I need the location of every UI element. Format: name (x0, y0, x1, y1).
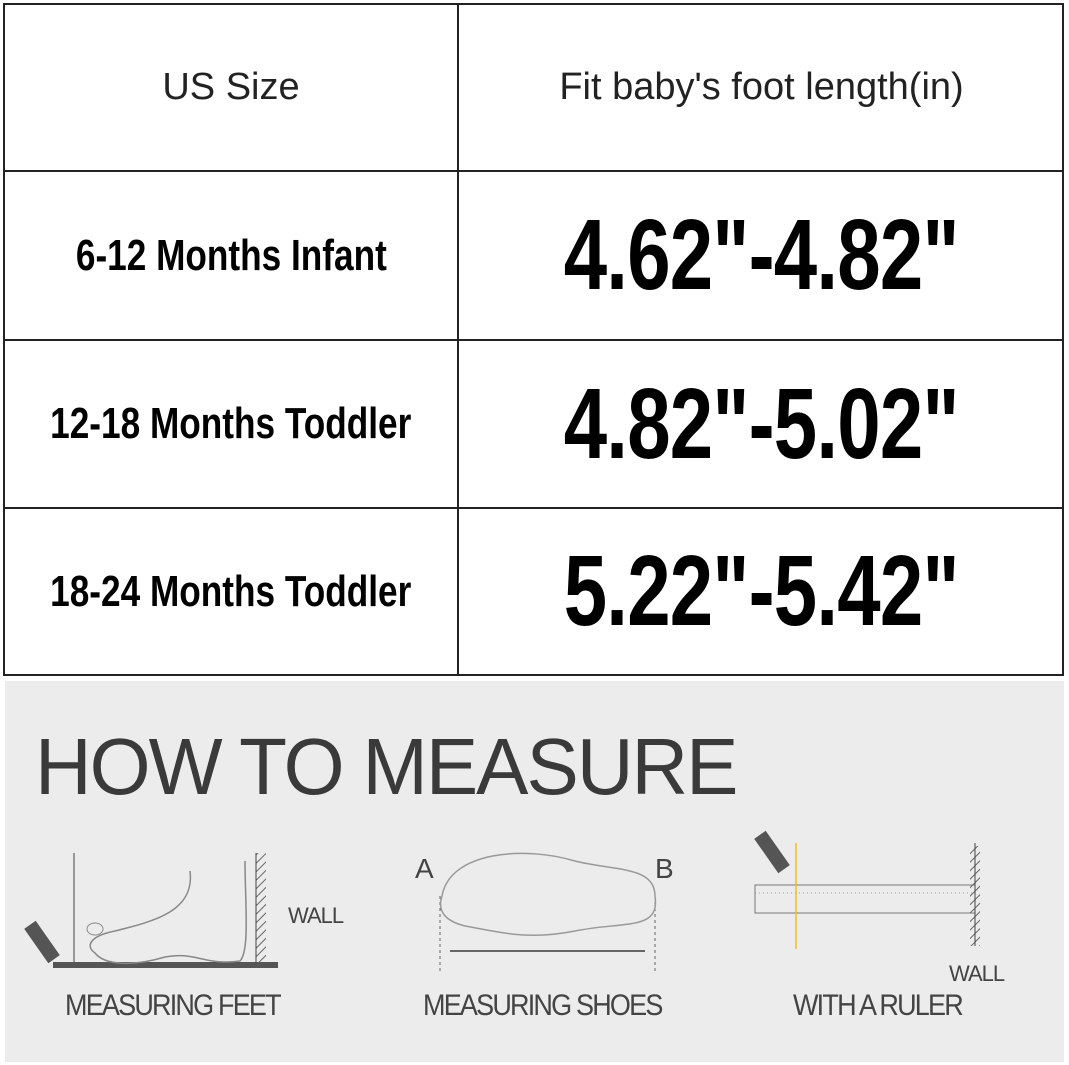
measure-illustrations (24, 830, 980, 971)
pencil-icon (754, 830, 790, 874)
foot-length-value: 4.82"-5.02" (563, 367, 960, 480)
point-a-label: A (415, 853, 434, 884)
size-label: 12-18 Months Toddler (50, 399, 412, 448)
table-row: 5.22"-5.42" (459, 509, 1064, 674)
ruler-illustration (754, 830, 980, 949)
table-row: 12-18 Months Toddler (5, 341, 457, 507)
table-row: 6-12 Months Infant (5, 172, 457, 339)
row-divider (5, 339, 1062, 341)
foot-length-value: 5.22"-5.42" (563, 535, 960, 647)
measuring-shoes-illustration (439, 852, 657, 971)
table-row: 18-24 Months Toddler (5, 509, 457, 674)
how-to-measure-panel: HOW TO MEASURE (5, 681, 1064, 1062)
header-cell: Fit baby's foot length(in) (459, 5, 1064, 170)
row-divider (5, 170, 1062, 172)
size-label: 6-12 Months Infant (75, 230, 387, 280)
pencil-icon (24, 920, 60, 964)
table-row: 4.82"-5.02" (459, 341, 1064, 507)
wall-label: WALL (949, 961, 1005, 986)
row-divider (5, 507, 1062, 509)
size-label: 18-24 Months Toddler (50, 566, 412, 616)
caption-measuring-feet: MEASURING FEET (65, 989, 282, 1022)
header-us-size: US Size (162, 66, 300, 108)
wall-label: WALL (288, 903, 344, 928)
caption-with-a-ruler: WITH A RULER (793, 989, 964, 1022)
size-chart-table: US Size Fit baby's foot length(in) 6-12 … (3, 3, 1064, 676)
header-cell: US Size (5, 5, 457, 170)
point-b-label: B (655, 853, 674, 884)
header-foot-length: Fit baby's foot length(in) (559, 66, 964, 108)
section-title: HOW TO MEASURE (35, 722, 738, 811)
table-row: 4.62"-4.82" (459, 172, 1064, 339)
measuring-feet-illustration (24, 853, 278, 968)
caption-measuring-shoes: MEASURING SHOES (423, 989, 663, 1022)
foot-length-value: 4.62"-4.82" (563, 199, 960, 311)
